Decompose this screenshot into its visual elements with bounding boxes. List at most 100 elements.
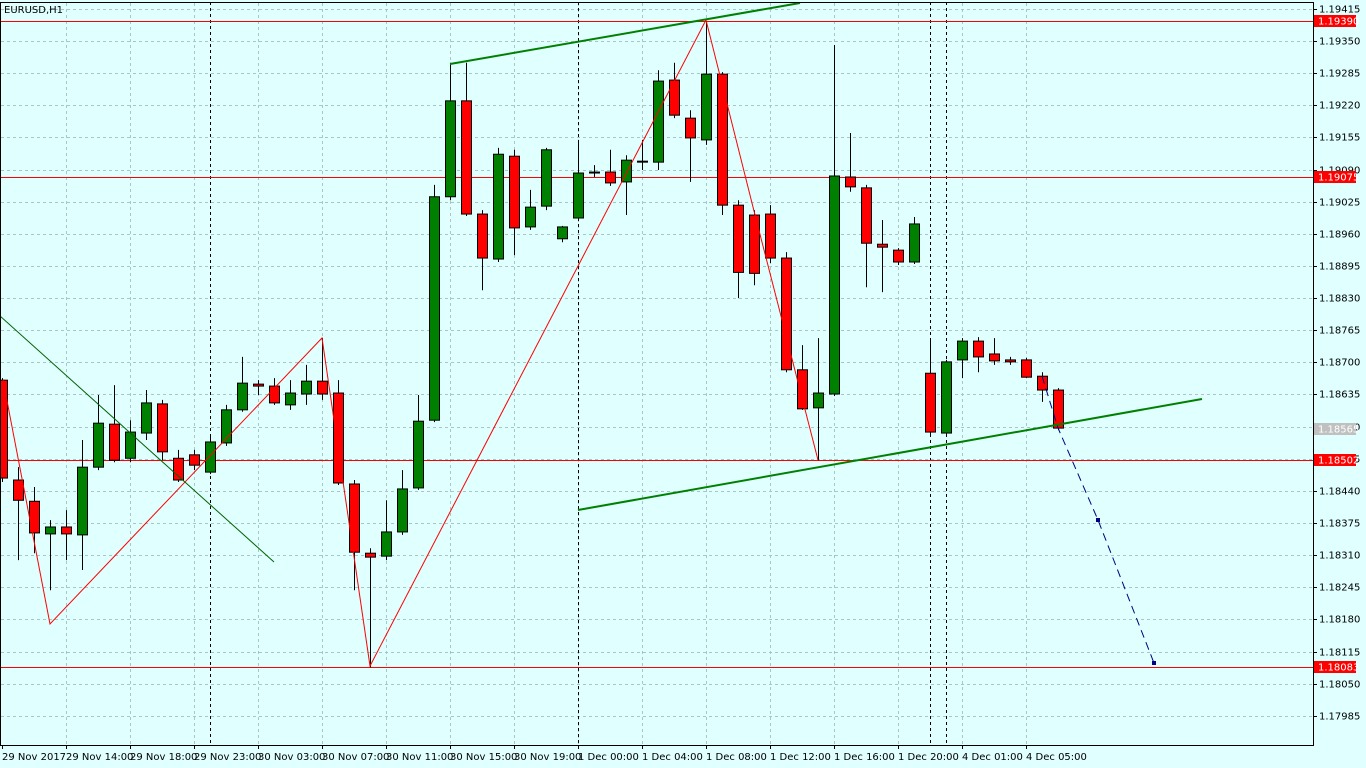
candle-body — [637, 160, 648, 163]
candle-body — [29, 500, 40, 534]
x-tick-label: 1 Dec 00:00 — [578, 752, 639, 763]
candle-body — [109, 423, 120, 461]
y-tick-label: 1.19285 — [1319, 69, 1360, 80]
candle-body — [461, 100, 472, 215]
candle-body — [877, 243, 888, 248]
candle-body — [13, 479, 24, 501]
x-tick-label: 29 Nov 18:00 — [130, 752, 197, 763]
candle-body — [653, 80, 664, 163]
x-tick-label: 1 Dec 08:00 — [706, 752, 767, 763]
x-tick-label: 1 Dec 12:00 — [770, 752, 831, 763]
level-layer — [1, 21, 1313, 668]
candle-body — [557, 226, 568, 240]
candle-body — [845, 176, 856, 188]
projection-point — [1152, 661, 1156, 665]
y-tick-label: 1.18050 — [1319, 680, 1360, 691]
candle-body — [493, 153, 504, 260]
y-tick-label: 1.18375 — [1319, 519, 1360, 530]
candle-body — [957, 340, 968, 361]
candle-body — [285, 392, 296, 406]
level-label: 1.18565 — [1318, 425, 1359, 436]
candle-body — [829, 175, 840, 395]
candle-body — [413, 420, 424, 489]
candle-body — [893, 249, 904, 263]
y-tick-label: 1.18960 — [1319, 230, 1360, 241]
candle-body — [477, 213, 488, 259]
x-tick-label: 30 Nov 19:00 — [514, 752, 581, 763]
candle-body — [397, 488, 408, 533]
candle-body — [605, 171, 616, 184]
y-tick-label: 1.18440 — [1319, 487, 1360, 498]
level-label: 1.19390 — [1318, 17, 1359, 28]
candle-body — [333, 392, 344, 484]
chart-title: EURUSD,H1 — [4, 5, 63, 16]
y-tick-label: 1.18830 — [1319, 294, 1360, 305]
trend-line — [449, 2, 801, 65]
candle-body — [141, 402, 152, 434]
candle-body — [77, 466, 88, 536]
level-label-box — [1314, 661, 1356, 673]
y-tick-label: 1.19025 — [1319, 198, 1360, 209]
y-tick-label: 1.19155 — [1319, 133, 1360, 144]
x-tick-label: 1 Dec 04:00 — [642, 752, 703, 763]
x-tick-label: 30 Nov 11:00 — [386, 752, 453, 763]
candle-body — [621, 159, 632, 183]
candle-body — [381, 531, 392, 557]
candle-body — [237, 382, 248, 411]
x-tick-label: 29 Nov 14:00 — [66, 752, 133, 763]
x-tick-label: 29 Nov 23:00 — [194, 752, 261, 763]
candle-body — [941, 361, 952, 434]
candle-body — [317, 380, 328, 395]
projection-point — [1096, 518, 1100, 522]
candle-body — [733, 204, 744, 273]
candle-body — [813, 392, 824, 409]
separators — [210, 2, 947, 745]
plot-border — [0, 2, 1314, 746]
y-tick-label: 1.18115 — [1319, 648, 1360, 659]
y-tick-label: 1.17985 — [1319, 712, 1360, 723]
candle-body — [221, 409, 232, 444]
candle-body — [797, 369, 808, 410]
candle-body — [765, 213, 776, 259]
level-label-box — [1314, 171, 1356, 183]
y-tick-label: 1.18180 — [1319, 615, 1360, 626]
candle-body — [685, 117, 696, 139]
candle-body — [1053, 389, 1064, 429]
candle-body — [365, 552, 376, 558]
x-tick-label: 4 Dec 05:00 — [1026, 752, 1087, 763]
candle-body — [1021, 359, 1032, 378]
y-tick-label: 1.19350 — [1319, 37, 1360, 48]
y-tick-label: 1.18310 — [1319, 551, 1360, 562]
candle-body — [253, 383, 264, 387]
candle-body — [189, 454, 200, 466]
y-tick-label: 1.19220 — [1319, 101, 1360, 112]
drawings — [0, 2, 1203, 668]
trend-line — [577, 398, 1203, 511]
candle-body — [717, 73, 728, 206]
candle-body — [589, 171, 600, 174]
candle-body — [541, 149, 552, 207]
candle-body — [781, 257, 792, 371]
candle-body — [45, 526, 56, 535]
y-tick-label: 1.19415 — [1319, 5, 1360, 16]
candle-body — [509, 155, 520, 229]
candle-body — [1005, 359, 1016, 363]
candle-body — [445, 100, 456, 198]
candle-body — [573, 172, 584, 219]
zigzag — [2, 18, 819, 668]
y-tick-label: 1.18245 — [1319, 583, 1360, 594]
candle-body — [269, 385, 280, 404]
candle-layer — [0, 21, 1064, 668]
x-tick-label: 30 Nov 03:00 — [258, 752, 325, 763]
trend-line — [0, 315, 275, 563]
candle-body — [669, 79, 680, 116]
x-tick-label: 1 Dec 16:00 — [834, 752, 895, 763]
y-tick-label: 1.18895 — [1319, 262, 1360, 273]
level-label-box — [1314, 423, 1356, 435]
y-tick-label: 1.18635 — [1319, 390, 1360, 401]
candle-body — [525, 206, 536, 228]
candle-body — [973, 340, 984, 358]
x-tick-label: 30 Nov 07:00 — [322, 752, 389, 763]
candle-body — [909, 223, 920, 263]
